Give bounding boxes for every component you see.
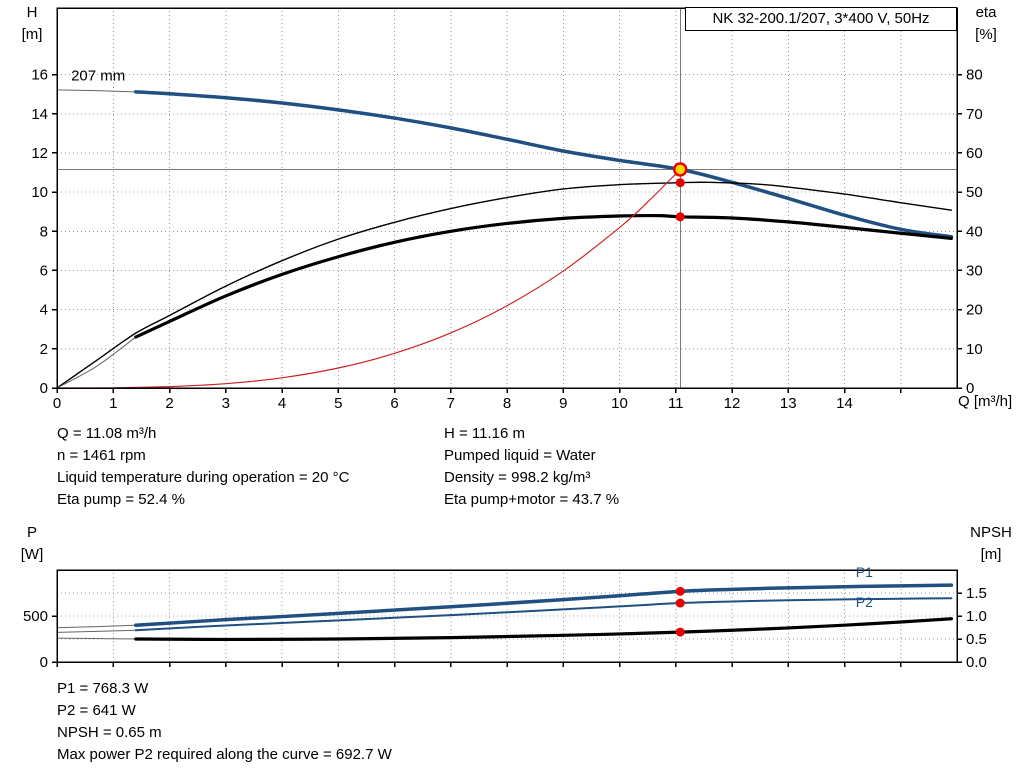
x-tick-label: 8 xyxy=(503,395,511,412)
x-tick-label: 9 xyxy=(559,395,567,412)
x-tick-label: 7 xyxy=(447,395,455,412)
info-line-max-p2: Max power P2 required along the curve = … xyxy=(57,746,392,763)
x-tick-label: 12 xyxy=(724,395,741,412)
info-line-p1: P1 = 768.3 W xyxy=(57,680,149,697)
x-tick-label: 11 xyxy=(668,395,684,412)
p1-curve-label: P1 xyxy=(856,564,873,580)
eta-pump-point xyxy=(675,178,685,188)
y-left-tick-label: 0 xyxy=(40,654,48,671)
head-curve-lead xyxy=(56,89,137,93)
y-left-tick-label: 12 xyxy=(31,145,48,162)
y-left-tick-label: 4 xyxy=(40,302,48,319)
p-axis-unit: [W] xyxy=(20,546,44,563)
y-left-tick-label: 10 xyxy=(31,184,48,201)
y-right-tick-label: 30 xyxy=(966,262,983,279)
y-left-tick-label: 2 xyxy=(40,341,48,358)
info-line-speed: n = 1461 rpm xyxy=(57,447,146,464)
y-right-tick-label: 40 xyxy=(966,223,983,240)
info-line-eta-pump-motor: Eta pump+motor = 43.7 % xyxy=(444,491,620,508)
power-info: P1 = 768.3 W P2 = 641 W NPSH = 0.65 m Ma… xyxy=(57,678,392,766)
h-axis-symbol: H xyxy=(26,4,38,21)
npsh-axis-title: NPSH [m] xyxy=(962,522,1020,566)
eta-pump-motor-lead xyxy=(56,336,137,389)
y-right-tick-label: 20 xyxy=(966,302,983,319)
npsh-curve xyxy=(134,617,953,642)
y-left-tick-label: 6 xyxy=(40,262,48,279)
q-axis-title: Q [m³/h] xyxy=(958,393,1013,410)
y-right-tick-label: 80 xyxy=(966,67,983,84)
y-right-tick-label: 1.0 xyxy=(966,608,987,625)
info-line-temperature: Liquid temperature during operation = 20… xyxy=(57,469,350,486)
npsh-point xyxy=(675,627,685,637)
p-axis-title: P [W] xyxy=(14,522,50,566)
y-right-tick-label: 0.5 xyxy=(966,631,987,648)
info-line-p2: P2 = 641 W xyxy=(57,702,136,719)
p1-curve-lead xyxy=(56,624,137,629)
x-tick-label: 14 xyxy=(836,395,853,412)
duty-point[interactable] xyxy=(673,162,688,177)
eta-pump-motor-point xyxy=(675,212,685,222)
x-tick-label: 10 xyxy=(611,395,628,412)
y-right-tick-label: 10 xyxy=(966,341,983,358)
eta-pump-curve xyxy=(56,181,953,389)
y-left-tick-label: 16 xyxy=(31,67,48,84)
p2-curve xyxy=(134,597,953,632)
npsh-curve-lead xyxy=(56,637,137,640)
p1-point xyxy=(675,586,685,596)
y-left-tick-label: 0 xyxy=(40,380,48,397)
p-axis-symbol: P xyxy=(26,524,37,541)
p2-point xyxy=(675,598,685,608)
eta-axis-symbol: eta xyxy=(975,4,997,21)
y-right-tick-label: 60 xyxy=(966,145,983,162)
duty-info-right: H = 11.16 m Pumped liquid = Water Densit… xyxy=(444,423,619,511)
info-line-q: Q = 11.08 m³/h xyxy=(57,425,157,442)
eta-pump-motor-curve xyxy=(134,213,953,339)
eta-axis-title: eta [%] xyxy=(964,2,1008,46)
y-left-tick-label: 14 xyxy=(31,106,48,123)
info-line-npsh: NPSH = 0.65 m xyxy=(57,724,162,741)
duty-info-left: Q = 11.08 m³/h n = 1461 rpm Liquid tempe… xyxy=(57,423,349,511)
impeller-size-label: 207 mm xyxy=(71,67,125,84)
x-tick-label: 6 xyxy=(390,395,398,412)
x-tick-label: 2 xyxy=(165,395,173,412)
h-axis-unit: [m] xyxy=(21,26,43,43)
x-tick-label: 4 xyxy=(278,395,286,412)
x-tick-label: 1 xyxy=(109,395,117,412)
x-tick-label: 3 xyxy=(222,395,230,412)
y-right-tick-label: 1.5 xyxy=(966,585,987,602)
y-left-tick-label: 500 xyxy=(23,608,48,625)
pump-type-box: NK 32-200.1/207, 3*400 V, 50Hz xyxy=(685,7,957,31)
eta-axis-unit: [%] xyxy=(975,26,997,43)
p1-curve xyxy=(134,583,954,627)
npsh-axis-symbol: NPSH xyxy=(970,524,1012,541)
info-line-liquid: Pumped liquid = Water xyxy=(444,447,596,464)
y-right-tick-label: 0.0 xyxy=(966,654,987,671)
npsh-axis-unit: [m] xyxy=(980,546,1002,563)
h-axis-title: H [m] xyxy=(14,2,50,46)
y-right-tick-label: 0 xyxy=(966,380,974,397)
y-right-tick-label: 70 xyxy=(966,106,983,123)
info-line-density: Density = 998.2 kg/m³ xyxy=(444,469,591,486)
x-tick-label: 0 xyxy=(53,395,61,412)
y-right-tick-label: 50 xyxy=(966,184,983,201)
y-left-tick-label: 8 xyxy=(40,223,48,240)
p2-curve-label: P2 xyxy=(856,594,873,610)
x-tick-label: 5 xyxy=(334,395,342,412)
head-curve-207mm xyxy=(134,90,954,239)
x-tick-label: 13 xyxy=(780,395,797,412)
system-curve xyxy=(56,168,681,389)
p2-curve-lead xyxy=(56,629,137,633)
info-line-eta-pump: Eta pump = 52.4 % xyxy=(57,491,185,508)
info-line-head: H = 11.16 m xyxy=(444,425,526,442)
